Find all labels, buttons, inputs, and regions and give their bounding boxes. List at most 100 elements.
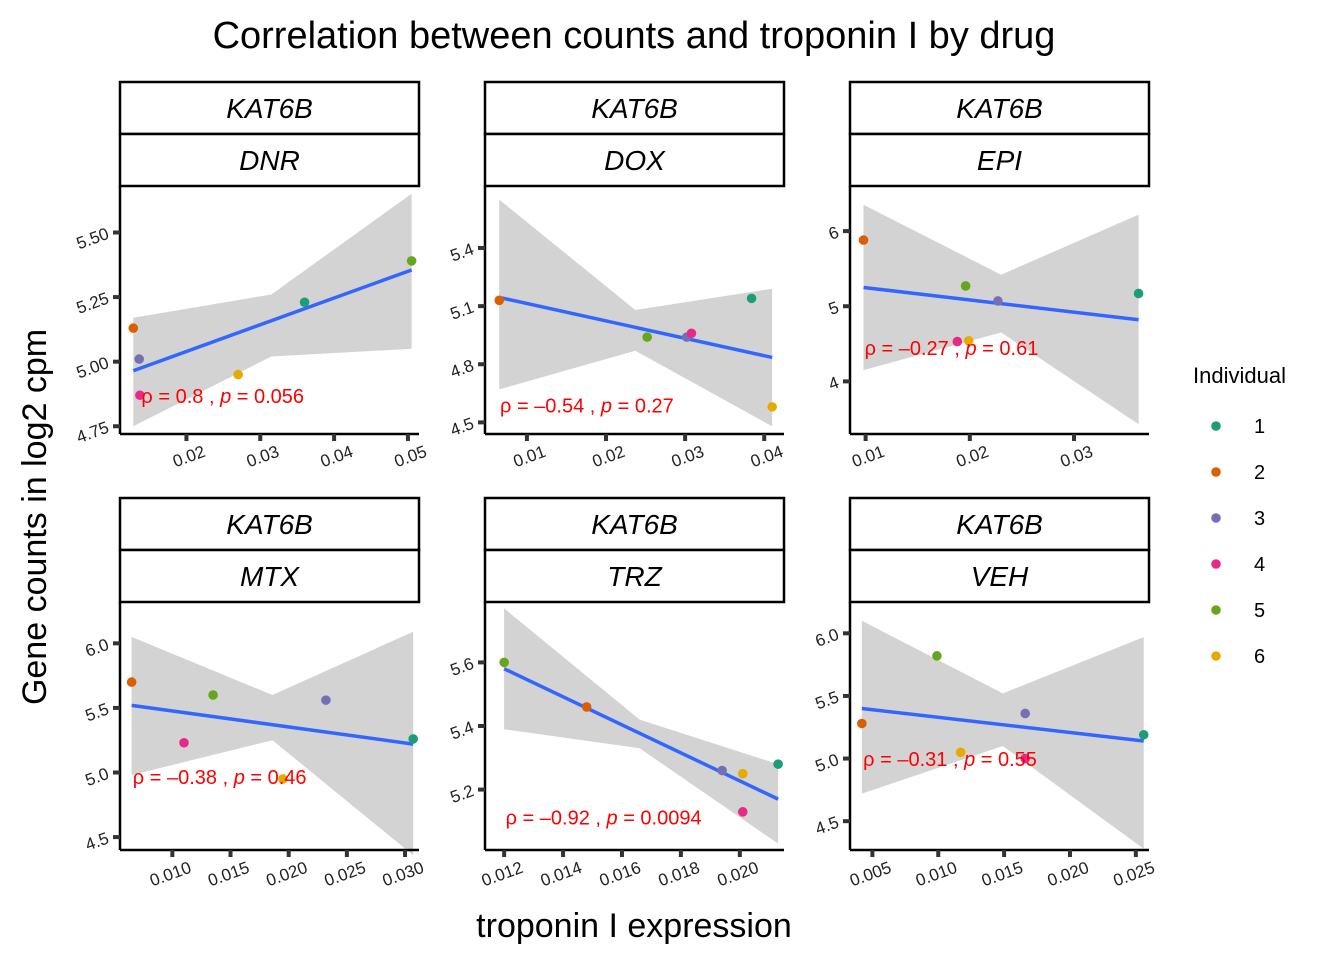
regression-line (131, 703, 414, 746)
confidence-ribbon (131, 631, 414, 856)
confidence-ribbon (499, 199, 773, 427)
regression-line (498, 295, 773, 360)
strip-drug-box (118, 548, 421, 604)
x-tick-label: 0.015 (979, 858, 1025, 890)
strip-gene-label: KAT6B (226, 93, 313, 124)
correlation-annotation: ρ = –0.31 , p = 0.55 (863, 749, 1037, 771)
data-point-individual-5 (932, 651, 942, 661)
confidence-ribbon (863, 204, 1139, 425)
legend-key-3 (1211, 513, 1221, 523)
correlation-annotation: ρ = –0.38 , p = 0.46 (133, 767, 307, 789)
x-tick-label: 0.012 (479, 858, 525, 890)
legend-key-1 (1211, 421, 1221, 431)
data-point-individual-1 (773, 759, 783, 769)
x-tick-label: 0.03 (1058, 442, 1096, 471)
y-tick-label: 4.5 (813, 813, 842, 839)
panel-dnr: KAT6B DNR ρ = 0.8 , p = 0.056 4.75 5.00 5.25 5… (74, 80, 429, 471)
strip-drug-box (483, 548, 786, 604)
y-tick-label: 5.4 (448, 240, 477, 266)
regression-line (503, 667, 779, 801)
regression-line (132, 268, 413, 373)
legend-label: 4 (1254, 554, 1265, 576)
legend-label: 6 (1254, 646, 1265, 668)
legend-label: 1 (1254, 416, 1265, 438)
x-tick-label: 0.025 (1111, 858, 1157, 890)
x-tick-label: 0.025 (322, 858, 368, 890)
y-tick-label: 5.0 (83, 764, 112, 790)
regression-line (861, 706, 1144, 743)
strip-drug-label: MTX (240, 561, 300, 592)
strip-gene-label: KAT6B (956, 93, 1043, 124)
correlation-annotation: ρ = –0.54 , p = 0.27 (500, 396, 674, 418)
strip-drug-label: DNR (239, 145, 300, 176)
y-tick-label: 4.8 (448, 356, 477, 382)
data-point-individual-5 (406, 256, 417, 266)
data-point-individual-2 (858, 235, 869, 245)
panel-dox: KAT6B DOX ρ = –0.54 , p = 0.27 4.5 4.8 5.1 5.4… (448, 80, 786, 471)
correlation-annotation: ρ = 0.8 , p = 0.056 (141, 386, 304, 408)
data-point-individual-3 (1020, 708, 1030, 719)
correlation-annotation: ρ = –0.92 , p = 0.0094 (506, 808, 702, 830)
legend-key-6 (1211, 651, 1221, 661)
x-tick-label: 0.01 (511, 442, 549, 471)
x-tick-label: 0.015 (205, 858, 251, 890)
data-point-individual-1 (746, 293, 757, 304)
panel-veh: KAT6B VEH ρ = –0.31 , p = 0.55 4.5 5.0 5.5 6.0… (813, 496, 1157, 890)
y-tick-label: 5.2 (448, 781, 477, 807)
strip-gene-label: KAT6B (591, 509, 678, 540)
data-point-individual-6 (233, 369, 243, 380)
data-point-individual-2 (494, 295, 505, 306)
strip-gene-box (118, 80, 421, 136)
data-point-individual-3 (717, 765, 727, 776)
x-tick-label: 0.020 (715, 858, 761, 890)
y-tick-label: 4 (826, 373, 841, 394)
strip-gene-box (483, 80, 786, 136)
strip-drug-box (848, 548, 1151, 604)
data-point-individual-5 (642, 332, 652, 342)
data-point-individual-1 (408, 734, 418, 744)
data-point-individual-1 (1138, 729, 1149, 740)
x-tick-label: 0.016 (597, 858, 643, 890)
data-point-individual-5 (960, 281, 971, 291)
data-point-individual-4 (1020, 753, 1030, 764)
x-tick-label: 0.03 (669, 442, 707, 471)
y-tick-label: 6.0 (813, 625, 842, 651)
x-tick-label: 0.03 (244, 442, 282, 471)
data-point-individual-6 (278, 774, 288, 784)
strip-drug-box (848, 132, 1151, 188)
y-tick-label: 5 (826, 298, 841, 319)
panel-mtx: KAT6B MTX ρ = –0.38 , p = 0.46 4.5 5.0 5.5 6.0… (83, 496, 426, 890)
x-tick-label: 0.020 (1045, 858, 1091, 890)
panel-epi: KAT6B EPI ρ = –0.27 , p = 0.61 4 5 6 0.01 0.02 0… (826, 80, 1151, 471)
strip-drug-label: DOX (604, 145, 666, 176)
x-tick-label: 0.030 (380, 858, 426, 890)
data-point-individual-4 (135, 390, 145, 401)
x-axis-title: troponin I expression (476, 907, 792, 945)
data-point-individual-4 (686, 328, 697, 339)
strip-gene-box (483, 496, 786, 552)
y-tick-label: 5.00 (74, 353, 112, 382)
x-tick-label: 0.018 (656, 858, 702, 890)
strip-gene-box (848, 496, 1151, 552)
x-tick-label: 0.010 (913, 858, 959, 890)
correlation-annotation: ρ = –0.27 , p = 0.61 (865, 338, 1039, 360)
y-tick-label: 4.75 (74, 418, 112, 447)
strip-drug-box (483, 132, 786, 188)
y-axis-title: Gene counts in log2 cpm (16, 329, 54, 705)
data-point-individual-3 (321, 695, 331, 705)
panel-trz: KAT6B TRZ ρ = –0.92 , p = 0.0094 5.2 5.4 5.6 0… (448, 496, 786, 890)
y-tick-label: 5.5 (83, 699, 112, 725)
data-point-individual-2 (581, 702, 592, 712)
data-point-individual-5 (208, 690, 218, 700)
y-tick-label: 5.1 (448, 298, 477, 324)
confidence-ribbon (861, 620, 1144, 849)
strip-drug-label: EPI (977, 145, 1022, 176)
data-point-individual-3 (993, 296, 1003, 306)
data-point-individual-2 (857, 718, 867, 729)
y-tick-label: 5.25 (74, 289, 112, 318)
data-point-individual-1 (1133, 288, 1144, 299)
legend-key-2 (1211, 467, 1221, 477)
strip-drug-box (118, 132, 421, 188)
